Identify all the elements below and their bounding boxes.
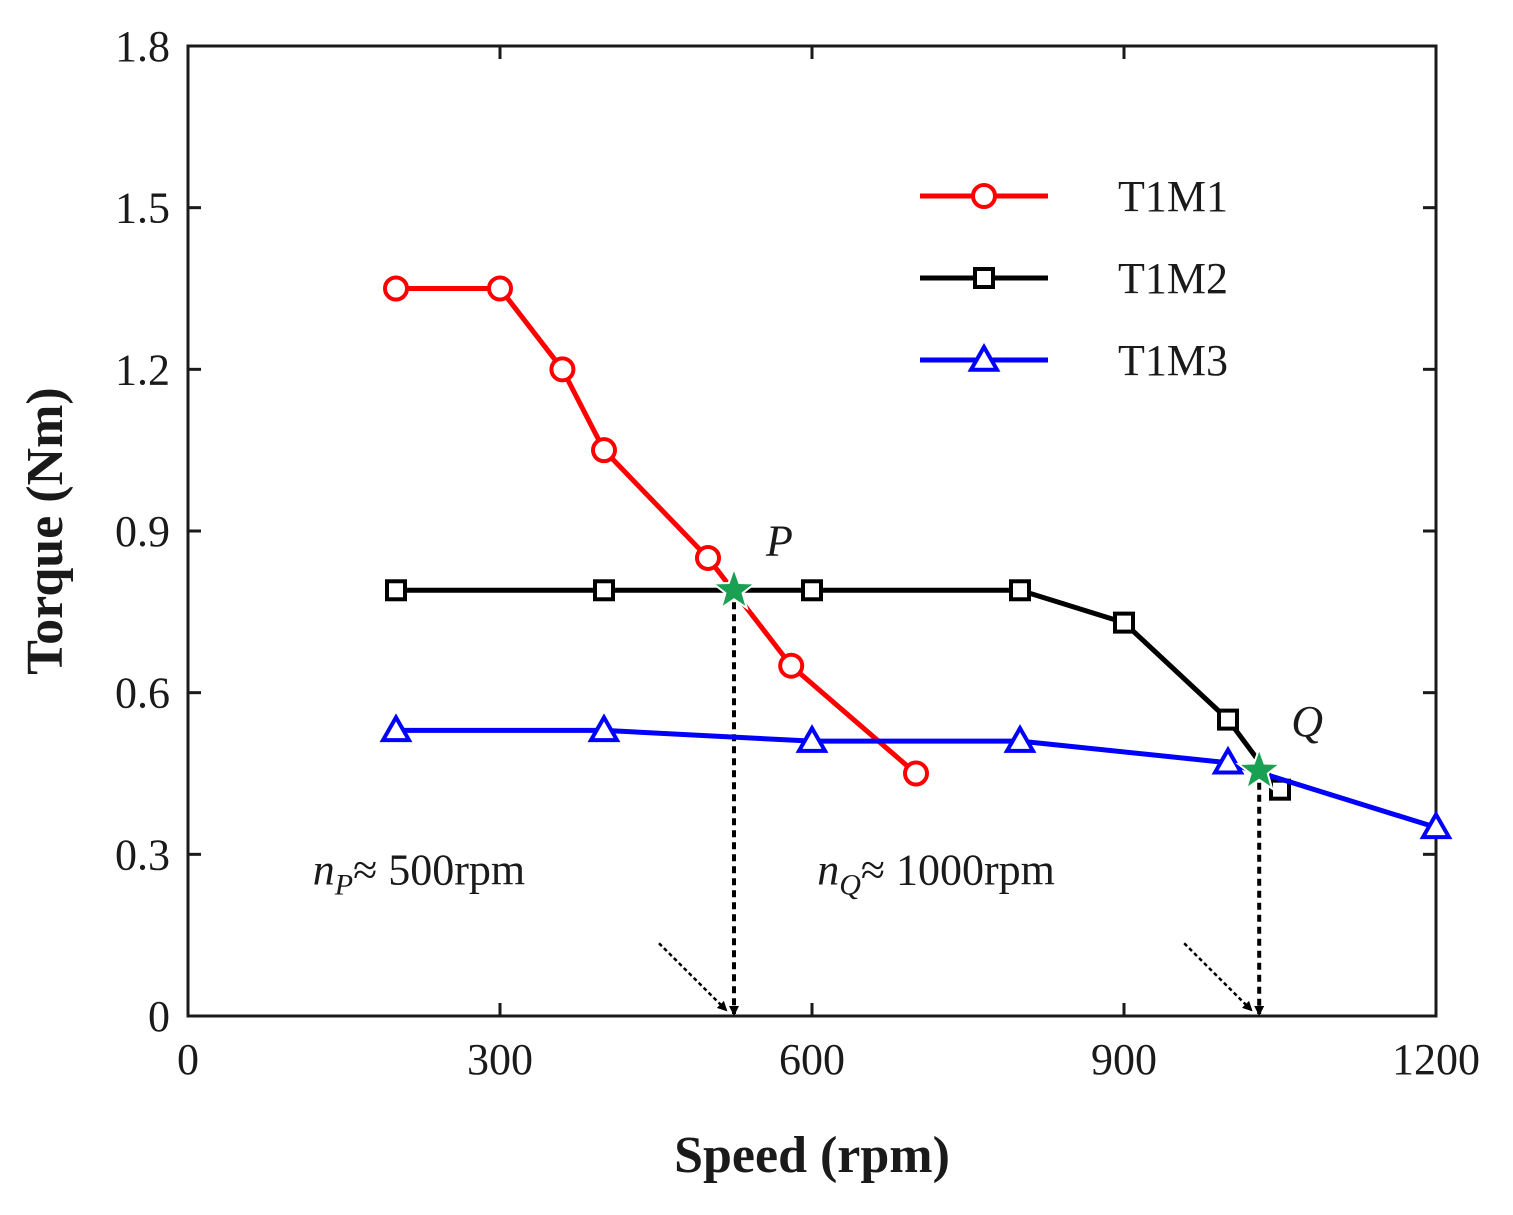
legend-label-t1m3: T1M3 (1118, 336, 1228, 385)
data-point-t1m3 (587, 713, 621, 743)
annotation-variable: n (817, 846, 839, 895)
speed-annotations: nP≈ 500rpm nQ≈ 1000rpm (313, 846, 1055, 902)
data-point-t1m2 (801, 579, 823, 602)
y-axis-title: Torque (Nm) (17, 387, 74, 674)
annotation-value: ≈ 1000rpm (861, 846, 1055, 895)
data-point-t1m2 (1113, 611, 1135, 634)
axis-ticks: 0 300 600 900 1200 0 0.3 0.6 0.9 1.2 1.5 1.8 (115, 22, 1480, 1084)
speed-annotation-q: nQ≈ 1000rpm (817, 846, 1055, 902)
legend-marker-t1m1 (971, 183, 997, 209)
annotation-subscript: P (334, 869, 353, 902)
speed-annotation-p: nP≈ 500rpm (313, 846, 525, 902)
pointer-arrow-p (658, 942, 728, 1012)
data-point-t1m1 (778, 652, 805, 679)
data-point-t1m1 (383, 275, 409, 302)
y-tick-label: 0.6 (115, 669, 170, 718)
data-point-t1m1 (591, 437, 617, 464)
x-tick-label: 1200 (1392, 1035, 1480, 1084)
intersection-star-q (1235, 745, 1283, 791)
x-tick-label: 300 (467, 1035, 533, 1084)
data-point-t1m1 (487, 275, 513, 302)
data-point-t1m3 (1419, 810, 1453, 840)
legend-label-t1m2: T1M2 (1118, 254, 1228, 303)
data-point-t1m3 (379, 713, 413, 743)
y-tick-label: 0.9 (115, 507, 170, 556)
intersection-guides (658, 590, 1265, 1016)
legend-marker-t1m3 (967, 342, 1001, 372)
legend-label-t1m1: T1M1 (1118, 172, 1228, 221)
x-tick-label: 900 (1091, 1035, 1157, 1084)
y-tick-label: 0.3 (115, 830, 170, 879)
data-point-t1m2 (1009, 579, 1031, 602)
annotation-subscript: Q (839, 869, 861, 902)
annotation-value: ≈ 500rpm (353, 846, 525, 895)
intersection-label-p: P (765, 516, 793, 565)
series-lines (379, 275, 1453, 840)
data-point-t1m3 (1211, 745, 1245, 775)
data-point-t1m2 (385, 579, 407, 602)
data-point-t1m3 (1003, 724, 1037, 753)
data-point-t1m3 (795, 724, 829, 753)
data-point-t1m2 (593, 579, 615, 602)
x-axis-title: Speed (rpm) (674, 1127, 950, 1184)
data-point-t1m1 (903, 760, 929, 787)
y-tick-label: 0 (148, 992, 170, 1041)
data-point-t1m1 (695, 544, 721, 571)
y-tick-label: 1.2 (115, 345, 170, 394)
legend-marker-t1m2 (973, 267, 995, 289)
intersection-star-p (710, 565, 758, 611)
series-line-t1m1 (396, 286, 918, 776)
legend: T1M1 T1M2 T1M3 (920, 172, 1228, 385)
intersection-label-q: Q (1291, 697, 1323, 746)
data-point-t1m1 (549, 356, 576, 383)
intersection-markers: PQ (710, 516, 1323, 791)
x-tick-label: 0 (177, 1035, 199, 1084)
y-tick-label: 1.5 (115, 184, 170, 233)
y-tick-label: 1.8 (115, 22, 170, 71)
series-line-t1m2 (396, 587, 1283, 792)
data-point-t1m2 (1217, 708, 1239, 731)
pointer-arrow-q (1183, 942, 1253, 1012)
annotation-variable: n (313, 846, 335, 895)
x-tick-label: 600 (779, 1035, 845, 1084)
